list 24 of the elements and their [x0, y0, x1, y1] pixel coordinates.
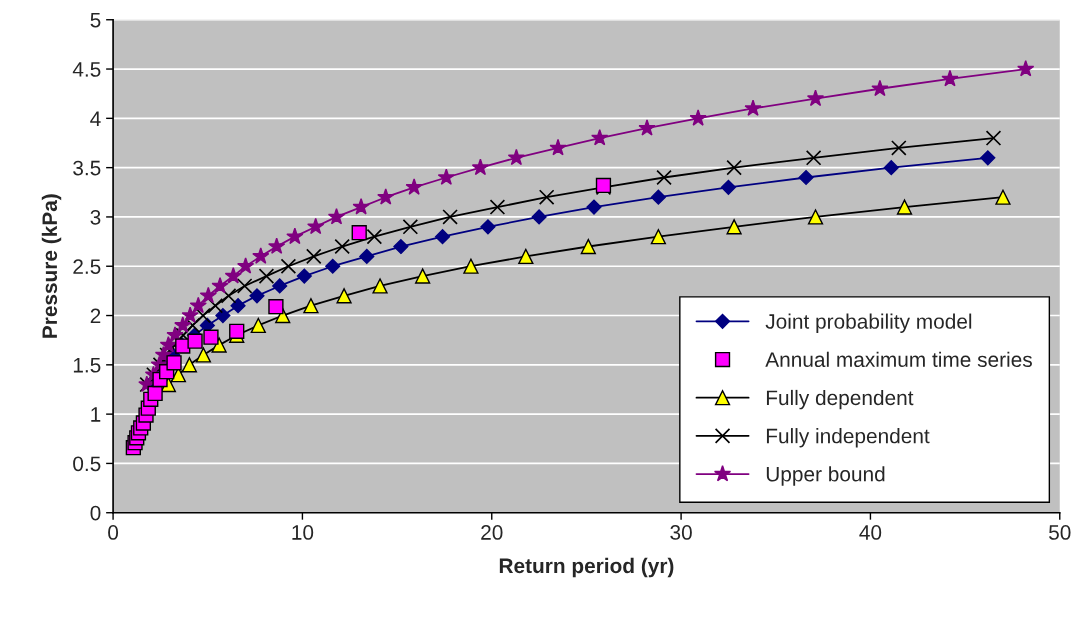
legend-label: Joint probability model	[765, 313, 972, 333]
legend-label: Fully independent	[766, 428, 930, 448]
x-tick-label: 50	[1049, 525, 1071, 540]
x-tick-label: 30	[670, 525, 692, 540]
x-tick-label: 20	[481, 525, 503, 540]
legend-label: Fully dependent	[766, 389, 914, 410]
y-tick-label: 3.5	[73, 160, 101, 176]
x-axis-title: Return period (yr)	[499, 557, 674, 578]
y-tick-label: 2	[90, 308, 101, 324]
legend-label: Upper bound	[766, 466, 885, 486]
y-tick-label: 0.5	[73, 456, 101, 472]
y-tick-label: 4.5	[72, 62, 101, 77]
y-axis-title: Pressure (kPa)	[41, 194, 62, 338]
y-tick-label: 3	[90, 209, 101, 225]
y-tick-label: 4	[90, 111, 101, 126]
y-tick-label: 0	[90, 505, 101, 521]
y-tick-label: 1	[91, 407, 101, 422]
y-tick-label: 5	[90, 12, 101, 28]
legend-label: Annual maximum time series	[765, 351, 1032, 368]
x-tick-label: 0	[108, 525, 119, 540]
y-tick-label: 1.5	[73, 358, 101, 373]
y-tick-label: 2.5	[73, 259, 101, 274]
x-tick-label: 40	[859, 525, 882, 540]
x-tick-label: 10	[292, 525, 314, 540]
